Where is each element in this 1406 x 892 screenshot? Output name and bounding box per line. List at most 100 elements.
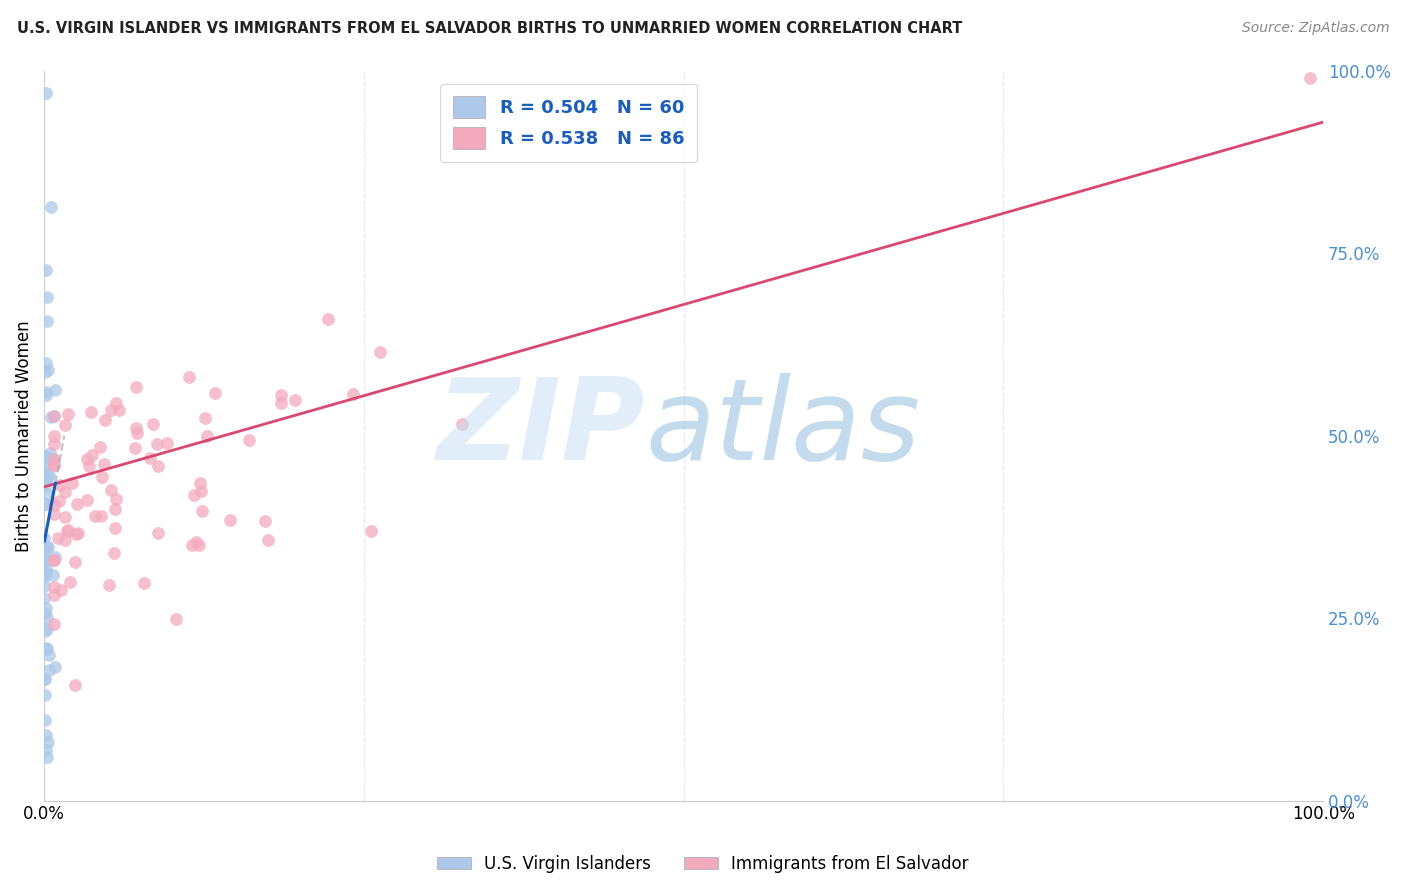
Point bbox=[77, 459, 100, 474]
Point bbox=[190, 484, 212, 499]
Point bbox=[59, 575, 82, 590]
Point bbox=[63, 678, 86, 692]
Point bbox=[146, 526, 169, 541]
Point bbox=[89, 440, 111, 454]
Point bbox=[132, 576, 155, 591]
Point bbox=[104, 501, 127, 516]
Point bbox=[34, 566, 56, 581]
Point bbox=[55, 533, 77, 548]
Point bbox=[35, 553, 58, 567]
Point bbox=[284, 393, 307, 408]
Point bbox=[342, 387, 364, 401]
Point bbox=[34, 569, 56, 583]
Point bbox=[44, 553, 66, 567]
Point bbox=[257, 533, 280, 547]
Point bbox=[35, 487, 58, 501]
Point bbox=[34, 591, 56, 606]
Point bbox=[105, 491, 128, 506]
Point bbox=[34, 263, 56, 277]
Point bbox=[180, 538, 202, 552]
Point bbox=[56, 407, 79, 421]
Point bbox=[34, 450, 56, 464]
Legend: U.S. Virgin Islanders, Immigrants from El Salvador: U.S. Virgin Islanders, Immigrants from E… bbox=[430, 848, 976, 880]
Point bbox=[165, 612, 187, 626]
Point bbox=[35, 742, 58, 756]
Point bbox=[44, 549, 66, 564]
Point bbox=[35, 728, 58, 742]
Point bbox=[65, 526, 87, 541]
Point bbox=[76, 452, 98, 467]
Point bbox=[451, 417, 474, 431]
Point bbox=[44, 437, 66, 451]
Point bbox=[37, 470, 59, 484]
Point bbox=[38, 663, 60, 677]
Point bbox=[1299, 71, 1322, 86]
Point bbox=[34, 672, 56, 686]
Point bbox=[35, 641, 58, 656]
Point bbox=[104, 521, 127, 535]
Point bbox=[34, 579, 56, 593]
Point bbox=[184, 534, 207, 549]
Point bbox=[44, 498, 66, 512]
Point bbox=[91, 470, 114, 484]
Point bbox=[37, 540, 59, 554]
Point bbox=[66, 526, 89, 541]
Point bbox=[38, 648, 60, 662]
Point bbox=[105, 396, 128, 410]
Point bbox=[37, 749, 59, 764]
Point bbox=[38, 446, 60, 460]
Point bbox=[187, 538, 209, 552]
Point bbox=[34, 624, 56, 638]
Point bbox=[35, 388, 58, 402]
Point bbox=[125, 425, 148, 440]
Point bbox=[90, 508, 112, 523]
Point bbox=[39, 200, 62, 214]
Text: U.S. VIRGIN ISLANDER VS IMMIGRANTS FROM EL SALVADOR BIRTHS TO UNMARRIED WOMEN CO: U.S. VIRGIN ISLANDER VS IMMIGRANTS FROM … bbox=[17, 21, 962, 36]
Point bbox=[83, 509, 105, 524]
Point bbox=[44, 588, 66, 602]
Point bbox=[190, 504, 212, 518]
Point bbox=[103, 546, 125, 560]
Point bbox=[34, 460, 56, 475]
Point bbox=[44, 580, 66, 594]
Point bbox=[34, 498, 56, 512]
Point bbox=[41, 452, 63, 467]
Point bbox=[254, 515, 277, 529]
Point bbox=[63, 555, 86, 569]
Point bbox=[34, 365, 56, 379]
Point bbox=[37, 362, 59, 376]
Point bbox=[34, 552, 56, 566]
Text: atlas: atlas bbox=[645, 373, 921, 484]
Point bbox=[195, 429, 218, 443]
Point bbox=[35, 601, 58, 615]
Point bbox=[44, 553, 66, 567]
Point bbox=[34, 531, 56, 545]
Point bbox=[270, 388, 292, 402]
Point bbox=[34, 540, 56, 554]
Point bbox=[49, 582, 72, 597]
Point bbox=[34, 688, 56, 702]
Point bbox=[35, 566, 58, 580]
Text: ZIP: ZIP bbox=[437, 373, 645, 484]
Point bbox=[34, 549, 56, 563]
Point bbox=[100, 403, 122, 417]
Point bbox=[34, 497, 56, 511]
Point bbox=[76, 492, 98, 507]
Point bbox=[38, 468, 60, 483]
Point bbox=[204, 386, 226, 401]
Point bbox=[34, 385, 56, 400]
Point bbox=[94, 413, 117, 427]
Point bbox=[35, 611, 58, 625]
Point bbox=[53, 509, 76, 524]
Point bbox=[98, 578, 121, 592]
Point bbox=[194, 410, 217, 425]
Point bbox=[37, 735, 59, 749]
Point bbox=[35, 290, 58, 304]
Point bbox=[100, 483, 122, 498]
Point bbox=[34, 449, 56, 463]
Point bbox=[148, 458, 170, 473]
Point bbox=[44, 458, 66, 473]
Point bbox=[34, 607, 56, 621]
Point bbox=[56, 523, 79, 537]
Point bbox=[219, 513, 242, 527]
